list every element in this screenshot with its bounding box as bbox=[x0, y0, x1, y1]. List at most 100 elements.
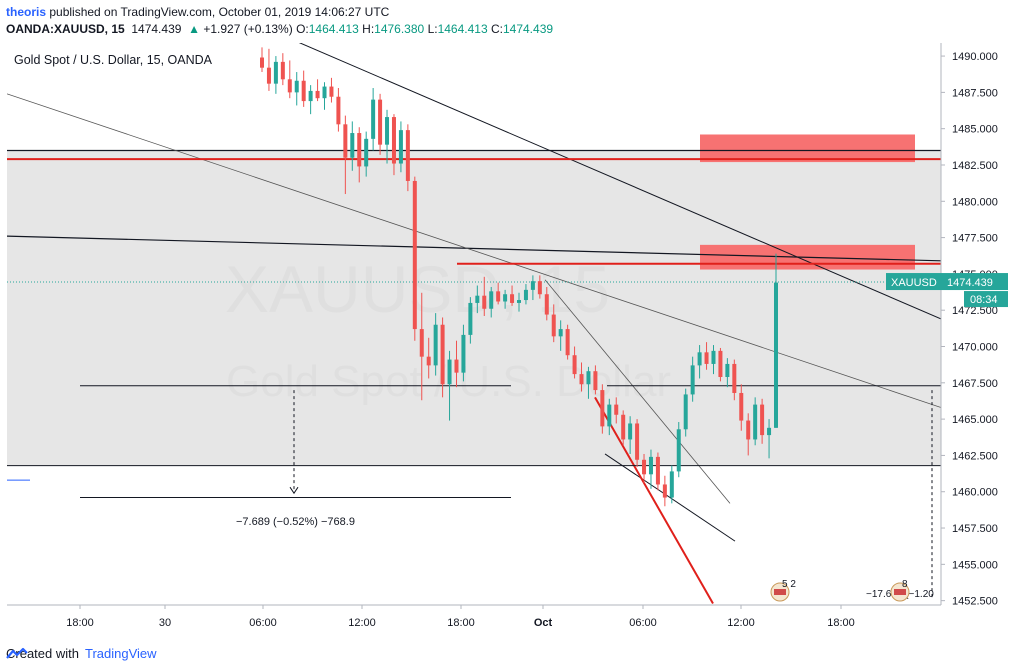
price-tick-label: 1465.000 bbox=[952, 414, 998, 426]
candle[interactable] bbox=[489, 291, 494, 309]
candle[interactable] bbox=[614, 404, 619, 415]
low-label: L: bbox=[427, 22, 438, 36]
candle[interactable] bbox=[565, 329, 570, 356]
candle[interactable] bbox=[739, 392, 744, 421]
candle[interactable] bbox=[475, 295, 480, 303]
price-tick-label: 1490.000 bbox=[952, 51, 998, 63]
price-tick-label: 1452.500 bbox=[952, 596, 998, 608]
candle[interactable] bbox=[523, 289, 528, 301]
candle[interactable] bbox=[669, 471, 674, 498]
time-tick-label: 06:00 bbox=[249, 617, 277, 629]
candle[interactable] bbox=[662, 484, 667, 498]
candle[interactable] bbox=[635, 423, 640, 460]
candle[interactable] bbox=[447, 359, 452, 385]
candle[interactable] bbox=[336, 96, 341, 125]
time-tick-label: Oct bbox=[534, 617, 553, 629]
candle[interactable] bbox=[746, 420, 751, 440]
price-tick-label: 1457.500 bbox=[952, 523, 998, 535]
candle[interactable] bbox=[461, 334, 466, 373]
price-tick-label: 1472.500 bbox=[952, 305, 998, 317]
high-label: H: bbox=[362, 22, 375, 36]
candle[interactable] bbox=[683, 394, 688, 430]
candle[interactable] bbox=[537, 281, 542, 295]
candle[interactable] bbox=[398, 130, 403, 164]
candle[interactable] bbox=[405, 130, 410, 181]
trend-line[interactable] bbox=[290, 39, 941, 320]
candle[interactable] bbox=[426, 356, 431, 366]
candle[interactable] bbox=[642, 459, 647, 475]
candle[interactable] bbox=[322, 86, 327, 99]
candle[interactable] bbox=[391, 117, 396, 164]
candle[interactable] bbox=[350, 133, 355, 158]
candle[interactable] bbox=[676, 429, 681, 472]
candle[interactable] bbox=[329, 86, 334, 97]
candle[interactable] bbox=[558, 329, 563, 337]
candle[interactable] bbox=[725, 363, 730, 378]
candle[interactable] bbox=[760, 404, 765, 436]
candle[interactable] bbox=[266, 67, 271, 84]
candle[interactable] bbox=[774, 282, 778, 428]
candle[interactable] bbox=[517, 300, 521, 303]
candle[interactable] bbox=[301, 80, 306, 102]
candle[interactable] bbox=[530, 281, 535, 290]
tradingview-brand[interactable]: TradingView bbox=[84, 646, 157, 661]
event-count: 8 bbox=[902, 579, 908, 590]
candle[interactable] bbox=[412, 180, 417, 330]
candle[interactable] bbox=[294, 80, 299, 93]
candle[interactable] bbox=[579, 374, 584, 385]
candle[interactable] bbox=[600, 390, 605, 427]
candle[interactable] bbox=[586, 371, 591, 385]
candle[interactable] bbox=[315, 90, 320, 99]
candle[interactable] bbox=[503, 294, 508, 302]
candle[interactable] bbox=[718, 350, 723, 378]
time-tick-label: 06:00 bbox=[629, 617, 657, 629]
candle[interactable] bbox=[433, 324, 438, 366]
candle[interactable] bbox=[482, 295, 487, 309]
low-value: 1464.413 bbox=[437, 22, 488, 36]
candle[interactable] bbox=[343, 124, 348, 158]
candle[interactable] bbox=[280, 61, 285, 80]
candle[interactable] bbox=[385, 117, 390, 145]
candle[interactable] bbox=[690, 365, 695, 395]
candle[interactable] bbox=[468, 302, 473, 335]
measure-label: −7.689 (−0.52%) −768.9 bbox=[236, 516, 355, 528]
symbol-label: OANDA:XAUUSD, 15 bbox=[6, 22, 125, 36]
candle[interactable] bbox=[510, 294, 515, 303]
candle[interactable] bbox=[704, 352, 709, 364]
candle[interactable] bbox=[767, 427, 772, 436]
trend-line[interactable] bbox=[7, 235, 941, 262]
candle[interactable] bbox=[357, 133, 362, 167]
candle[interactable] bbox=[607, 404, 612, 427]
candle[interactable] bbox=[648, 456, 653, 475]
candle[interactable] bbox=[378, 99, 383, 145]
candle[interactable] bbox=[753, 404, 758, 440]
candle[interactable] bbox=[628, 423, 633, 440]
candle[interactable] bbox=[711, 350, 716, 364]
price-tick-label: 1482.500 bbox=[952, 160, 998, 172]
candle[interactable] bbox=[273, 61, 278, 84]
author-name[interactable]: theoris bbox=[6, 5, 47, 19]
flag-icon bbox=[774, 589, 786, 595]
candle[interactable] bbox=[593, 371, 598, 391]
candle[interactable] bbox=[287, 79, 292, 93]
trend-line[interactable] bbox=[594, 396, 714, 605]
candle[interactable] bbox=[621, 414, 626, 440]
candle[interactable] bbox=[732, 363, 737, 393]
candle[interactable] bbox=[551, 314, 556, 337]
candle[interactable] bbox=[454, 359, 459, 373]
candle[interactable] bbox=[440, 324, 445, 385]
candle[interactable] bbox=[308, 90, 313, 102]
candle[interactable] bbox=[260, 57, 264, 68]
candle[interactable] bbox=[544, 294, 549, 315]
trend-line[interactable] bbox=[7, 93, 941, 408]
candle[interactable] bbox=[364, 138, 369, 167]
candle[interactable] bbox=[572, 355, 577, 375]
close-label: C: bbox=[490, 22, 503, 36]
trend-line[interactable] bbox=[604, 453, 736, 542]
candle[interactable] bbox=[697, 352, 702, 366]
candle[interactable] bbox=[496, 291, 501, 302]
candle[interactable] bbox=[419, 329, 424, 357]
candle[interactable] bbox=[655, 456, 660, 485]
candle[interactable] bbox=[371, 99, 376, 139]
